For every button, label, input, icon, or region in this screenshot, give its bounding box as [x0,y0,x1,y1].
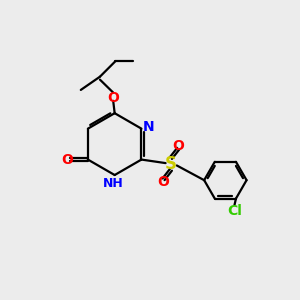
Text: O: O [61,153,73,166]
Text: S: S [165,155,177,173]
Text: O: O [158,175,169,189]
Text: N: N [143,120,154,134]
Text: Cl: Cl [227,204,242,218]
Text: O: O [107,91,119,105]
Text: O: O [172,139,184,153]
Text: NH: NH [103,177,124,190]
